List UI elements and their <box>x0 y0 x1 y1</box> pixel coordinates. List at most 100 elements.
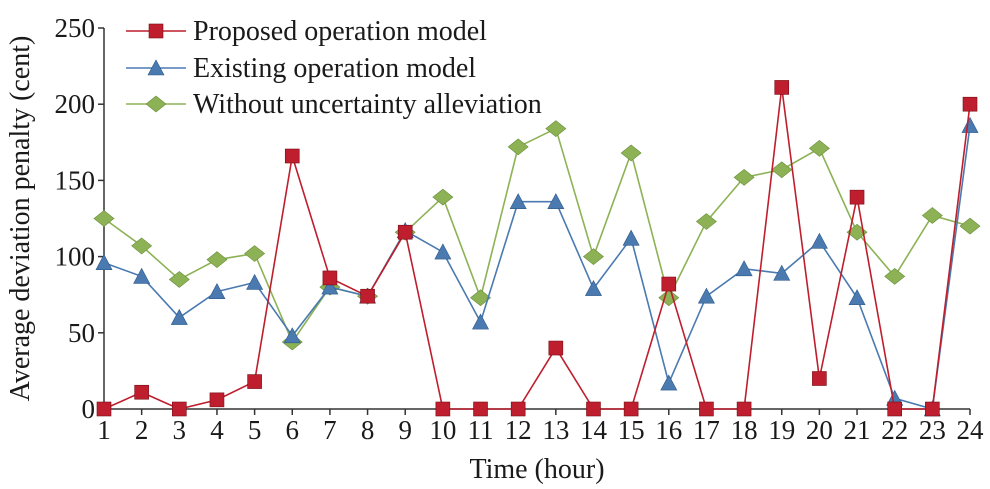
data-point <box>887 401 902 417</box>
x-tick-label: 5 <box>248 415 262 445</box>
data-point <box>620 144 642 162</box>
data-point <box>95 254 113 270</box>
x-tick-label: 23 <box>919 415 946 445</box>
series-line <box>103 127 971 344</box>
data-point <box>884 268 906 285</box>
data-point <box>773 264 791 281</box>
data-point <box>622 229 640 246</box>
y-tick-label: 0 <box>82 394 96 424</box>
x-tick-label: 16 <box>655 415 682 445</box>
series-layer <box>93 80 981 417</box>
x-tick-label: 24 <box>957 415 985 445</box>
data-point <box>849 189 865 205</box>
data-point <box>586 401 601 417</box>
x-tick-label: 4 <box>210 415 224 445</box>
data-point <box>509 193 527 210</box>
data-point <box>172 401 187 417</box>
data-point <box>812 371 827 386</box>
x-tick-label: 2 <box>135 415 149 445</box>
y-axis-title: Average deviation penalty (cent) <box>5 36 36 402</box>
data-point <box>507 138 529 156</box>
data-point <box>548 340 564 356</box>
data-point <box>810 232 828 249</box>
legend-label: Existing operation model <box>193 53 476 84</box>
x-axis-title: Time (hour) <box>469 454 604 485</box>
data-point <box>962 96 978 112</box>
series-2 <box>93 120 981 351</box>
data-point <box>661 276 677 292</box>
data-point <box>133 267 151 284</box>
legend-marker <box>147 59 165 76</box>
y-tick-label: 150 <box>55 165 96 195</box>
x-tick-label: 6 <box>286 415 300 445</box>
data-point <box>96 401 112 417</box>
data-point <box>736 401 752 417</box>
data-point <box>284 148 300 164</box>
x-tick-label: 19 <box>768 415 795 445</box>
data-point <box>321 278 339 295</box>
data-point <box>360 288 375 304</box>
x-tick-label: 13 <box>542 415 569 445</box>
data-point <box>695 213 717 230</box>
data-point <box>697 287 715 304</box>
data-point <box>283 327 301 344</box>
y-axis-ticks: 0 50 100 150 200 250 <box>55 13 104 424</box>
data-point <box>660 374 678 391</box>
data-point <box>470 289 492 307</box>
data-point <box>168 271 190 288</box>
data-point <box>545 120 567 137</box>
data-point <box>209 392 225 408</box>
x-tick-label: 14 <box>580 415 608 445</box>
data-point <box>397 224 413 240</box>
data-point <box>208 283 226 299</box>
data-point <box>699 401 714 417</box>
data-point <box>774 80 790 95</box>
data-point <box>435 401 451 417</box>
data-point <box>547 193 565 210</box>
x-tick-label: 10 <box>429 415 456 445</box>
x-tick-label: 21 <box>844 415 871 445</box>
series-line <box>103 87 971 410</box>
x-tick-label: 22 <box>881 415 908 445</box>
legend: Proposed operation model Existing operati… <box>126 16 542 120</box>
data-point <box>623 401 639 417</box>
y-tick-label: 250 <box>55 13 96 43</box>
data-point <box>582 248 604 265</box>
x-tick-label: 11 <box>468 415 494 445</box>
data-point <box>808 140 830 157</box>
data-point <box>244 245 266 262</box>
x-tick-label: 1 <box>97 415 111 445</box>
data-point <box>733 168 755 186</box>
y-tick-label: 100 <box>55 242 96 272</box>
data-point <box>771 161 793 179</box>
data-point <box>921 207 943 224</box>
x-tick-label: 3 <box>173 415 187 445</box>
data-point <box>735 260 753 277</box>
x-tick-label: 12 <box>505 415 532 445</box>
data-point <box>170 308 188 325</box>
x-tick-label: 7 <box>323 415 337 445</box>
x-tick-label: 17 <box>693 415 720 445</box>
data-point <box>322 270 338 286</box>
legend-marker <box>145 95 167 113</box>
chart-axes <box>103 28 970 410</box>
y-tick-label: 50 <box>68 318 95 348</box>
series-1 <box>95 116 979 417</box>
legend-entry: Existing operation model <box>126 53 476 84</box>
data-point <box>961 116 979 133</box>
data-point <box>432 188 454 206</box>
data-point <box>247 374 262 389</box>
data-point <box>658 289 680 307</box>
legend-entry: Without uncertainty alleviation <box>126 89 542 120</box>
data-point <box>472 313 490 330</box>
legend-label: Without uncertainty alleviation <box>193 89 542 120</box>
data-point <box>206 251 228 269</box>
data-point <box>246 273 264 290</box>
data-point <box>925 401 940 417</box>
legend-marker <box>148 23 164 39</box>
series-line <box>103 125 971 411</box>
x-tick-label: 18 <box>731 415 758 445</box>
x-tick-label: 9 <box>398 415 412 445</box>
data-point <box>134 384 149 400</box>
